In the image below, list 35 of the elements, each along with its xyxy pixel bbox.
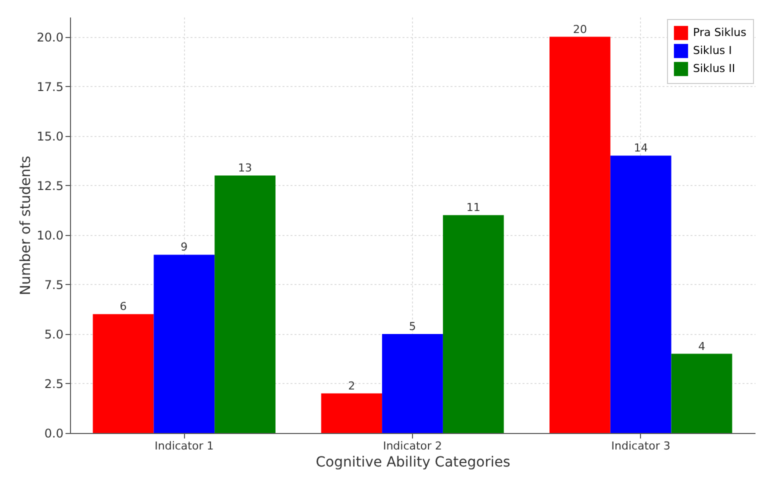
y-tick-label: 7.5 bbox=[44, 278, 64, 292]
bar bbox=[610, 156, 672, 433]
bar bbox=[214, 175, 276, 433]
y-tick-label: 5.0 bbox=[44, 327, 64, 342]
data-label: 5 bbox=[409, 320, 416, 333]
y-tick-label: 12.5 bbox=[36, 178, 64, 193]
legend-label: Siklus II bbox=[693, 62, 736, 75]
data-label: 2 bbox=[348, 379, 356, 392]
y-tick-label: 15.0 bbox=[36, 129, 64, 144]
y-axis-title: Number of students bbox=[18, 156, 34, 296]
legend-label: Siklus I bbox=[693, 44, 732, 57]
bar bbox=[321, 393, 382, 433]
data-label: 11 bbox=[466, 201, 480, 214]
bar bbox=[671, 354, 732, 433]
bar bbox=[154, 254, 215, 433]
data-label: 4 bbox=[698, 340, 706, 353]
data-label: 14 bbox=[634, 142, 648, 155]
x-axis-title: Cognitive Ability Categories bbox=[316, 454, 510, 470]
y-tick-label: 20.0 bbox=[36, 30, 64, 44]
y-tick-label: 10.0 bbox=[36, 228, 64, 242]
bar bbox=[92, 314, 154, 433]
y-tick-label: 2.5 bbox=[44, 376, 64, 391]
data-label: 9 bbox=[180, 240, 188, 254]
data-label: 6 bbox=[120, 300, 127, 314]
bar bbox=[550, 36, 610, 433]
data-label: 20 bbox=[572, 22, 587, 36]
x-tick-label: Indicator 1 bbox=[154, 440, 214, 452]
x-tick-label: Indicator 2 bbox=[382, 440, 442, 452]
bar bbox=[442, 215, 504, 433]
bar bbox=[382, 334, 443, 433]
y-tick-label: 0.0 bbox=[44, 426, 64, 440]
data-label: 13 bbox=[238, 161, 252, 174]
y-tick-label: 17.5 bbox=[36, 80, 64, 94]
x-tick-label: Indicator 3 bbox=[611, 440, 670, 452]
legend-label: Pra Siklus bbox=[693, 26, 747, 39]
